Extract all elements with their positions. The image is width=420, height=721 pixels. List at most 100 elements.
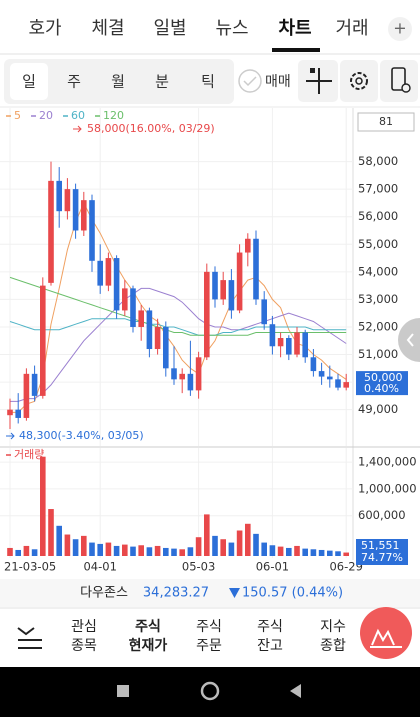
refresh-icon-arrow [401,83,411,93]
min-arrow [6,432,15,440]
nav-label[interactable]: 주식 [135,619,161,635]
candle-body [220,280,226,300]
candle-body [269,324,276,347]
check-icon [243,76,257,87]
volume-bar [236,530,243,556]
candle-body [15,409,21,418]
candle-body [130,288,136,327]
index-value: 34,283.27 [143,586,209,601]
tab-underline [272,48,320,52]
candle-body [228,280,235,311]
x-tick-label: 06-01 [256,560,289,574]
x-tick-label: 05-03 [182,560,215,574]
volume-bar [228,542,235,556]
menu-icon[interactable] [17,627,42,649]
nav-label[interactable]: 종합 [320,638,346,654]
index-bar [0,579,420,607]
settings-button[interactable] [340,60,378,102]
tab[interactable]: 거래 [335,18,368,39]
candle-body [318,371,325,377]
nav-label[interactable]: 주식 [196,619,222,635]
nav-label[interactable]: 관심 [71,619,97,635]
y-tick-label: 1,000,000 [358,481,417,495]
recent-apps-button[interactable] [117,685,129,697]
volume-bar [138,545,144,556]
back-button[interactable] [290,684,301,698]
nav-label[interactable]: 잔고 [257,638,283,654]
candle-body [253,238,259,300]
volume-bar [72,539,79,556]
moving-average-line [9,276,347,336]
volume-bar [195,537,202,556]
candle-body [113,258,120,311]
trade-toggle-label[interactable]: 매매 [265,74,291,90]
period-option[interactable]: 일 [22,73,36,91]
nav-label[interactable]: 주식 [257,619,283,635]
candle-body [122,288,128,311]
last-price-box [356,371,408,396]
candle-body [56,180,62,212]
max-annotation: 58,000(16.00%, 03/29) [87,122,215,135]
volume-bar [327,550,333,556]
candle-body [179,373,185,380]
period-option[interactable]: 월 [111,73,125,91]
volume-bar [171,548,177,556]
x-tick-label: 21-03-05 [4,560,56,574]
period-option[interactable]: 분 [155,73,169,91]
refresh-button[interactable] [380,60,418,102]
volume-bar [310,549,317,556]
y-tick-label: 1,400,000 [358,455,417,469]
period-option[interactable]: 주 [67,73,81,91]
period-selected [10,63,48,100]
volume-bar [130,546,136,556]
y-tick-label: 58,000 [358,154,398,168]
chart-fab[interactable] [360,607,412,659]
volume-bar [187,547,194,556]
count-text: 81 [379,115,393,128]
y-tick-label: 600,000 [358,508,406,522]
volume-bar [40,456,46,556]
volume-bar [56,525,62,556]
add-tab-button[interactable] [388,17,412,41]
volume-bar [343,552,349,556]
crosshair-icon [306,68,332,94]
volume-bar [204,514,210,556]
index-name: 다우존스 [80,586,128,601]
volume-bar [97,543,103,556]
trade-checkbox[interactable] [238,69,262,93]
nav-label[interactable]: 주문 [196,638,222,654]
volume-bar [154,545,161,556]
volume-bar [122,544,128,556]
candle-body [236,252,243,311]
home-button[interactable] [200,681,220,701]
candle-body [40,285,46,396]
system-nav [0,667,420,717]
period-option[interactable]: 틱 [201,73,215,91]
tab[interactable]: 호가 [28,18,61,39]
volume-bar [220,539,226,556]
legend-label: 5 [14,109,21,122]
candle-body [204,271,210,358]
tab[interactable]: 일별 [153,18,186,39]
candle-body [138,310,144,327]
nav-label[interactable]: 지수 [320,619,346,635]
candle-body [154,326,161,350]
x-tick-label: 04-01 [83,560,116,574]
candle-body [302,332,308,358]
nav-label[interactable]: 종목 [71,638,97,654]
volume-title: 거래량 [14,448,44,461]
tab[interactable]: 체결 [91,18,124,39]
tab[interactable]: 뉴스 [215,18,248,39]
settings-icon [350,72,368,90]
candle-body [7,409,13,416]
candle-body [310,357,317,372]
volume-bar [15,549,21,556]
nav-label[interactable]: 현재가 [129,638,168,654]
tab[interactable]: 차트 [278,18,311,39]
refresh-icon [391,67,406,91]
last-price-change: 0.40% [364,382,399,395]
volume-bar [105,542,112,556]
candle-body [294,332,300,355]
y-tick-label: 53,000 [358,292,398,306]
